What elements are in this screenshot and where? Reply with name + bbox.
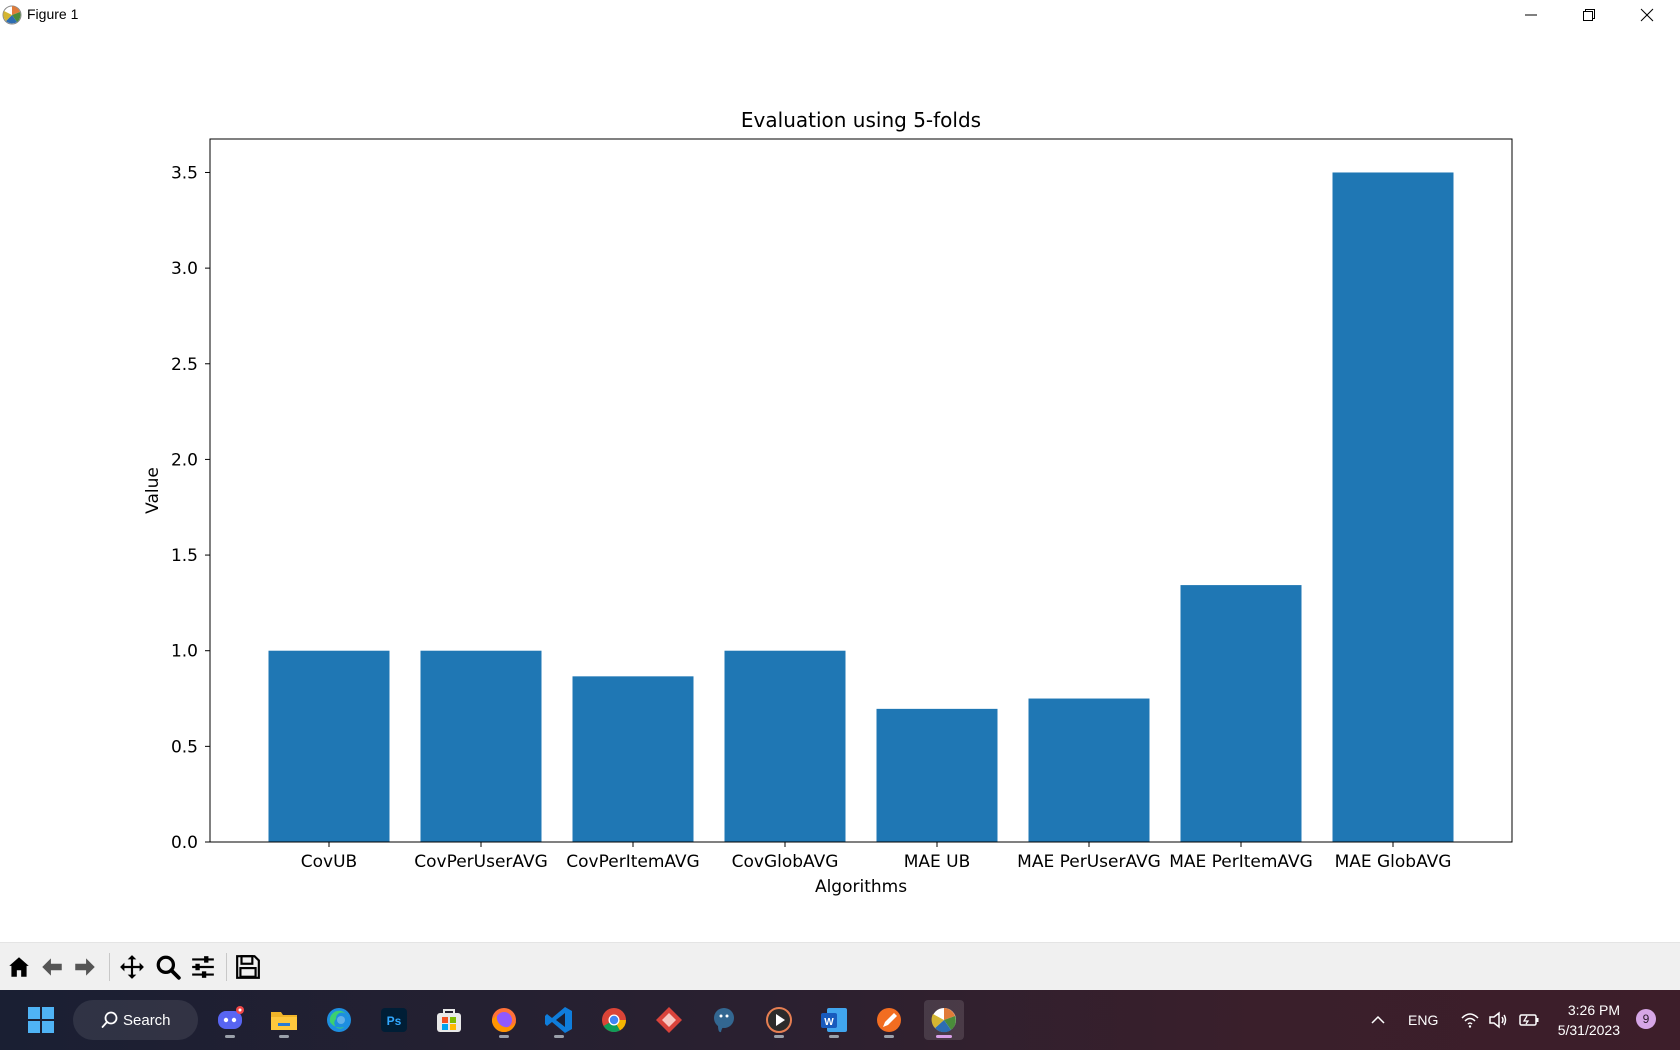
app-diamond-icon[interactable]: [649, 1000, 689, 1040]
pen-app-icon[interactable]: [869, 1000, 909, 1040]
start-icon[interactable]: [21, 1000, 61, 1040]
x-ticks-group: CovUB CovPerUserAVG CovPerItemAVG CovGlobAV…: [301, 842, 1452, 872]
restore-button[interactable]: [1560, 0, 1618, 30]
x-tick-label: MAE GlobAVG: [1335, 852, 1452, 872]
wifi-icon[interactable]: [1460, 990, 1480, 1050]
search-icon: [101, 1011, 118, 1028]
window-title: Figure 1: [27, 6, 79, 22]
y-tick-label: 0.0: [171, 833, 198, 853]
y-tick-label: 0.5: [171, 737, 198, 757]
figure-canvas[interactable]: 0.0 0.5 1.0 1.5 2.0 2.5 3.0 3.5 CovUB CovPerUser…: [0, 30, 1680, 942]
search-label: Search: [123, 1011, 171, 1029]
minimize-button[interactable]: [1502, 0, 1560, 30]
y-tick-label: 1.5: [171, 546, 198, 566]
y-ticks-group: 0.0 0.5 1.0 1.5 2.0 2.5 3.0 3.5: [171, 163, 210, 853]
notification-badge[interactable]: 9: [1636, 1009, 1656, 1029]
y-tick-label: 2.0: [171, 450, 198, 470]
x-tick-label: CovPerItemAVG: [566, 852, 699, 872]
clock-date: 5/31/2023: [1557, 1022, 1620, 1038]
word-label: W: [824, 1017, 834, 1028]
taskbar-search[interactable]: Search: [73, 1000, 198, 1040]
chrome-icon[interactable]: [594, 1000, 634, 1040]
save-icon[interactable]: [233, 952, 263, 982]
close-button[interactable]: [1618, 0, 1676, 30]
bar-covperuseravg: [420, 650, 542, 842]
taskbar: Search Ps W: [0, 990, 1680, 1050]
vscode-icon[interactable]: [539, 1000, 579, 1040]
postgres-icon[interactable]: [704, 1000, 744, 1040]
bar-covglobavg: [724, 650, 846, 842]
x-axis-label: Algorithms: [815, 877, 907, 897]
back-icon[interactable]: [37, 952, 67, 982]
bar-covub: [268, 650, 390, 842]
x-tick-label: CovGlobAVG: [732, 852, 839, 872]
bar-mae-peruseravg: [1028, 698, 1150, 842]
x-tick-label: MAE PerItemAVG: [1169, 852, 1313, 872]
y-axis-label: Value: [143, 467, 163, 514]
edge-icon[interactable]: [319, 1000, 359, 1040]
bars-group: [268, 172, 1454, 842]
photoshop-icon[interactable]: Ps: [374, 1000, 414, 1040]
word-icon[interactable]: W: [814, 1000, 854, 1040]
home-icon[interactable]: [4, 952, 34, 982]
bar-mae-ub: [876, 708, 998, 842]
y-tick-label: 2.5: [171, 355, 198, 375]
taskbar-clock[interactable]: 3:26 PM 5/31/2023: [1540, 1000, 1620, 1040]
y-tick-label: 1.0: [171, 642, 198, 662]
bar-covperitemavg: [572, 676, 694, 842]
configure-icon[interactable]: [188, 952, 218, 982]
y-tick-label: 3.5: [171, 163, 198, 183]
firefox-icon[interactable]: [484, 1000, 524, 1040]
y-tick-label: 3.0: [171, 259, 198, 279]
discord-icon[interactable]: [210, 1000, 250, 1040]
bar-mae-globavg: [1332, 172, 1454, 842]
x-tick-label: CovUB: [301, 852, 357, 872]
navigation-toolbar: [0, 942, 1680, 990]
pan-icon[interactable]: [117, 952, 147, 982]
forward-icon[interactable]: [70, 952, 100, 982]
matplotlib-icon[interactable]: [924, 1000, 964, 1040]
bar-mae-peritemavg: [1180, 585, 1302, 842]
media-player-icon[interactable]: [759, 1000, 799, 1040]
bar-chart: 0.0 0.5 1.0 1.5 2.0 2.5 3.0 3.5 CovUB CovPerUser…: [143, 108, 1513, 897]
axes-frame: [209, 138, 1513, 843]
title-bar: Figure 1: [0, 0, 1680, 30]
battery-icon[interactable]: [1518, 990, 1540, 1050]
x-tick-label: MAE UB: [904, 852, 971, 872]
file-explorer-icon[interactable]: [264, 1000, 304, 1040]
photoshop-label: Ps: [387, 1014, 402, 1028]
volume-icon[interactable]: [1488, 990, 1508, 1050]
chart-title: Evaluation using 5-folds: [741, 108, 981, 132]
toolbar-separator: [226, 953, 227, 981]
zoom-icon[interactable]: [153, 952, 183, 982]
x-tick-label: CovPerUserAVG: [414, 852, 548, 872]
language-indicator[interactable]: ENG: [1408, 1012, 1439, 1028]
clock-time: 3:26 PM: [1567, 1002, 1620, 1018]
toolbar-separator: [109, 953, 110, 981]
show-hidden-icons-icon[interactable]: [1370, 990, 1386, 1050]
store-icon[interactable]: [429, 1000, 469, 1040]
x-tick-label: MAE PerUserAVG: [1017, 852, 1161, 872]
matplotlib-app-icon: [2, 5, 22, 25]
